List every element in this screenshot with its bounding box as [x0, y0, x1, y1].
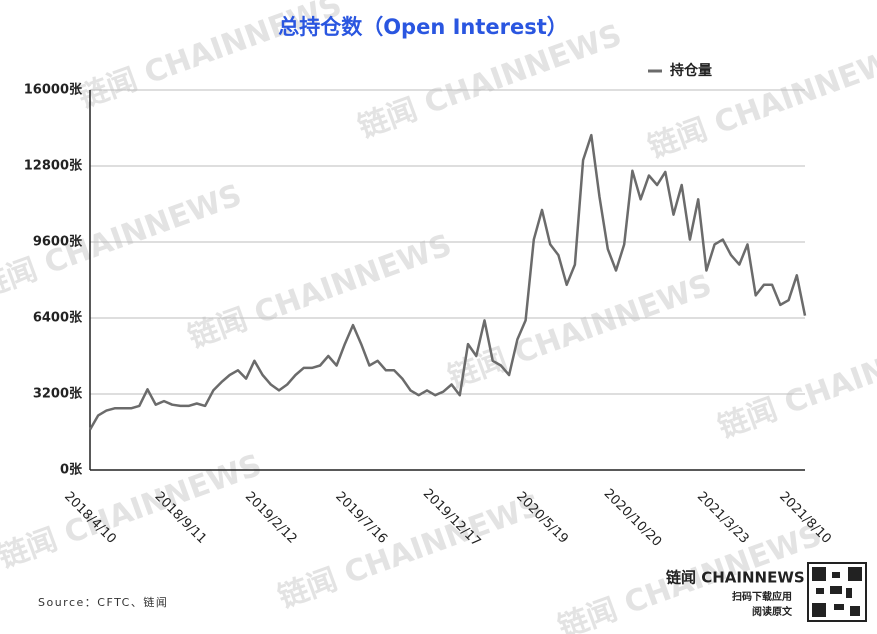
qr-caption: 扫码下载应用	[732, 590, 792, 603]
legend-label: 持仓量	[670, 62, 712, 79]
data-line	[88, 133, 807, 431]
watermark: 链闻 CHAINNEWS	[444, 268, 717, 396]
x-tick-label: 2020/10/20	[601, 486, 665, 550]
source: Source：CFTC、链闻	[38, 595, 168, 609]
y-tick-label: 3200张	[33, 387, 83, 402]
chart-title: 总持仓数（Open Interest）	[278, 15, 568, 39]
qr-caption: 阅读原文	[752, 605, 793, 618]
x-tick-label: 2019/2/12	[242, 489, 300, 547]
brand: 链闻 CHAINNEWS	[666, 569, 805, 587]
y-tick-label: 16000张	[24, 83, 83, 98]
watermark: 链闻 CHAINNEWS	[644, 38, 877, 166]
y-tick-label: 12800张	[24, 159, 83, 174]
y-tick-label: 0张	[60, 463, 83, 478]
watermark: 链闻 CHAINNEWS	[274, 488, 547, 616]
x-tick-label: 2019/7/16	[332, 489, 390, 547]
qr-code	[807, 562, 867, 622]
x-tick-label: 2021/3/23	[694, 489, 752, 547]
watermark: 链闻 CHAINNEWS	[714, 318, 877, 446]
watermark: 链闻 CHAINNEWS	[184, 228, 457, 356]
y-tick-label: 6400张	[33, 311, 83, 326]
watermark: 链闻 CHAINNEWS	[0, 448, 266, 576]
y-tick-label: 9600张	[33, 235, 83, 250]
